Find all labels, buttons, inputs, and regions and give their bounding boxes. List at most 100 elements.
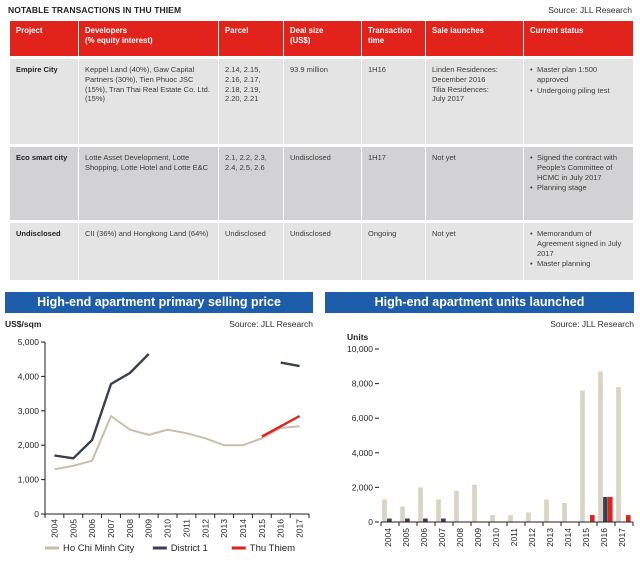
bar-ho-chi-minh-city-2015 <box>580 390 585 522</box>
bar-ho-chi-minh-city-2011 <box>508 515 513 522</box>
svg-text:4,000: 4,000 <box>18 371 40 381</box>
svg-text:2008: 2008 <box>125 519 135 538</box>
bar-ho-chi-minh-city-2016 <box>598 371 603 522</box>
price-chart-meta: US$/sqm Source: JLL Research <box>5 317 313 329</box>
cell-parcel: Undisclosed <box>219 223 283 280</box>
price-chart-title: High-end apartment primary selling price <box>5 292 313 313</box>
svg-text:6,000: 6,000 <box>352 413 374 423</box>
cell-project: Undisclosed <box>10 223 78 280</box>
svg-text:5,000: 5,000 <box>18 337 40 347</box>
status-item: Planning stage <box>530 183 627 193</box>
cell-deal_size: Undisclosed <box>284 147 361 220</box>
cell-developers: Lotte Asset Development, Lotte Shopping,… <box>79 147 218 220</box>
cell-project: Eco smart city <box>10 147 78 220</box>
svg-text:2013: 2013 <box>545 528 555 547</box>
cell-deal_size: Undisclosed <box>284 223 361 280</box>
price-chart-source: Source: JLL Research <box>229 319 313 329</box>
svg-text:2013: 2013 <box>219 519 229 538</box>
header-cell-6: Current status <box>524 21 633 56</box>
svg-text:2012: 2012 <box>200 519 210 538</box>
svg-text:Ho Chi Minh City: Ho Chi Minh City <box>63 543 135 554</box>
cell-project: Empire City <box>10 59 78 144</box>
svg-text:4,000: 4,000 <box>352 448 374 458</box>
svg-text:2011: 2011 <box>181 519 191 538</box>
y-axis: 0 2,000 4,000 6,000 8,000 10,000 <box>347 344 379 527</box>
cell-current_status: Memorandum of Agreement signed in July 2… <box>524 223 633 280</box>
svg-text:2014: 2014 <box>563 528 573 547</box>
svg-text:2005: 2005 <box>401 528 411 547</box>
units-chart-source: Source: JLL Research <box>550 319 634 329</box>
svg-text:2010: 2010 <box>163 519 173 538</box>
svg-text:2010: 2010 <box>491 528 501 547</box>
bar-thu-thiem-2017 <box>626 515 631 522</box>
svg-text:2004: 2004 <box>49 519 59 538</box>
cell-transaction_time: Ongoing <box>362 223 425 280</box>
x-axis: 2004 2005 2006 2007 2008 2009 2010 2011 2012 2013… <box>380 521 634 547</box>
svg-text:2007: 2007 <box>437 528 447 547</box>
table-title: NOTABLE TRANSACTIONS IN THU THIEM <box>8 5 182 15</box>
header-cell-5: Sale launches <box>426 21 523 56</box>
svg-text:2011: 2011 <box>509 528 519 547</box>
bar-district-1-2006 <box>423 518 428 522</box>
status-item: Undergoing piling test <box>530 86 627 96</box>
cell-developers: Keppel Land (40%), Gaw Capital Partners … <box>79 59 218 144</box>
status-item: Signed the contract with People’s Commit… <box>530 153 627 182</box>
svg-text:District 1: District 1 <box>171 543 208 554</box>
bars <box>382 371 631 522</box>
status-list: Signed the contract with People’s Commit… <box>530 153 627 193</box>
header-cell-1: Developers (% equity interest) <box>79 21 218 56</box>
svg-text:2,000: 2,000 <box>18 440 40 450</box>
legend: Ho Chi Minh City District 1 Thu Thiem <box>45 543 295 554</box>
svg-text:8,000: 8,000 <box>352 379 374 389</box>
status-item: Memorandum of Agreement signed in July 2… <box>530 229 627 258</box>
x-axis: 2004 2005 2006 2007 2008 2009 2010 2011 2012 2013… <box>44 513 310 538</box>
header-cell-3: Deal size (US$) <box>284 21 361 56</box>
svg-text:2006: 2006 <box>419 528 429 547</box>
svg-text:2005: 2005 <box>68 519 78 538</box>
status-list: Master plan 1:500 approvedUndergoing pil… <box>530 65 627 95</box>
bar-ho-chi-minh-city-2012 <box>526 512 531 522</box>
svg-text:2009: 2009 <box>144 519 154 538</box>
svg-text:Thu Thiem: Thu Thiem <box>250 543 295 554</box>
svg-text:2007: 2007 <box>106 519 116 538</box>
svg-text:0: 0 <box>34 509 39 519</box>
bar-ho-chi-minh-city-2004 <box>382 499 387 522</box>
bar-district-1-2016 <box>603 496 608 522</box>
bar-district-1-2004 <box>387 518 392 522</box>
bar-ho-chi-minh-city-2006 <box>418 487 423 522</box>
svg-text:2,000: 2,000 <box>352 482 374 492</box>
bar-ho-chi-minh-city-2007 <box>436 499 441 522</box>
cell-deal_size: 93.9 million <box>284 59 361 144</box>
series-line-0 <box>54 415 300 471</box>
series-line-1 <box>54 353 300 460</box>
bar-thu-thiem-2016 <box>608 496 613 522</box>
units-chart-meta: Source: JLL Research <box>325 317 634 329</box>
cell-current_status: Master plan 1:500 approvedUndergoing pil… <box>524 59 633 144</box>
svg-text:10,000: 10,000 <box>347 344 373 354</box>
cell-transaction_time: 1H17 <box>362 147 425 220</box>
bar-ho-chi-minh-city-2017 <box>616 387 621 522</box>
price-chart-ylabel: US$/sqm <box>5 319 42 329</box>
bar-ho-chi-minh-city-2009 <box>472 484 477 522</box>
charts-row: High-end apartment primary selling price… <box>0 292 640 562</box>
bar-district-1-2007 <box>441 518 446 522</box>
cell-transaction_time: 1H16 <box>362 59 425 144</box>
cell-sale_launches: Linden Residences: December 2016 Tilia R… <box>426 59 523 144</box>
table-source: Source: JLL Research <box>548 5 632 15</box>
bar-thu-thiem-2015 <box>590 515 595 522</box>
table-header-row: NOTABLE TRANSACTIONS IN THU THIEM Source… <box>0 0 640 15</box>
svg-text:3,000: 3,000 <box>18 406 40 416</box>
svg-text:2017: 2017 <box>295 519 305 538</box>
svg-text:2017: 2017 <box>617 528 627 547</box>
svg-text:2012: 2012 <box>527 528 537 547</box>
units-chart-ylabel: Units <box>347 332 369 342</box>
bar-ho-chi-minh-city-2014 <box>562 503 567 522</box>
svg-text:2004: 2004 <box>383 528 393 547</box>
price-chart-section: High-end apartment primary selling price… <box>5 292 313 562</box>
header-cell-4: Transaction time <box>362 21 425 56</box>
cell-developers: CII (36%) and Hongkong Land (64%) <box>79 223 218 280</box>
svg-text:2009: 2009 <box>473 528 483 547</box>
cell-current_status: Signed the contract with People’s Commit… <box>524 147 633 220</box>
bar-ho-chi-minh-city-2013 <box>544 499 549 522</box>
